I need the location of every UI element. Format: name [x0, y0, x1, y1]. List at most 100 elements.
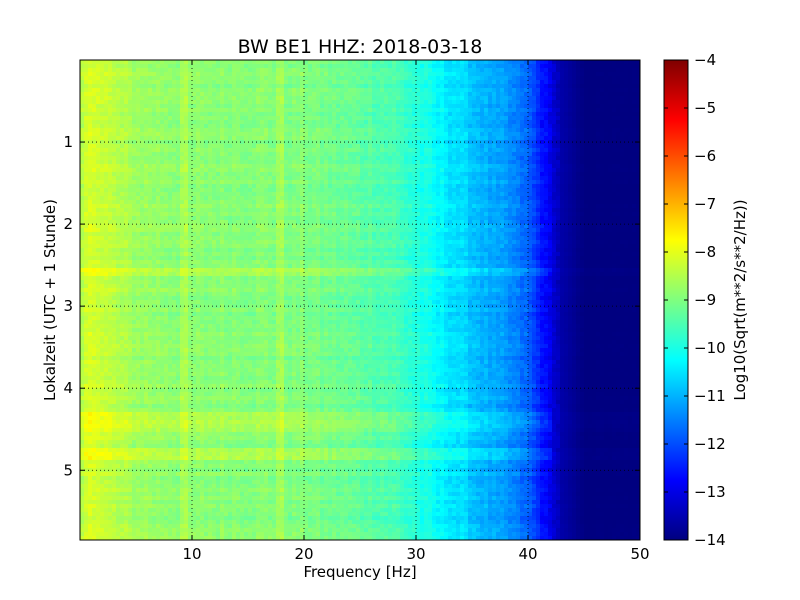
heatmap-cell	[88, 68, 93, 73]
heatmap-cell	[448, 160, 453, 165]
heatmap-cell	[344, 132, 349, 137]
heatmap-cell	[280, 168, 285, 173]
heatmap-cell	[84, 124, 89, 129]
heatmap-cell	[260, 68, 265, 73]
heatmap-cell	[400, 64, 405, 69]
heatmap-cell	[564, 108, 569, 113]
heatmap-cell	[492, 68, 497, 73]
heatmap-cell	[376, 132, 381, 137]
heatmap-cell	[284, 88, 289, 93]
heatmap-cell	[360, 132, 365, 137]
heatmap-cell	[272, 140, 277, 145]
heatmap-cell	[120, 184, 125, 189]
heatmap-cell	[604, 92, 609, 97]
heatmap-cell	[636, 88, 640, 93]
heatmap-cell	[244, 172, 249, 177]
heatmap-cell	[476, 160, 481, 165]
heatmap-cell	[120, 92, 125, 97]
heatmap-cell	[200, 96, 205, 101]
heatmap-cell	[360, 64, 365, 69]
heatmap-cell	[584, 176, 589, 181]
heatmap-cell	[348, 112, 353, 117]
heatmap-cell	[264, 148, 269, 153]
heatmap-cell	[472, 172, 477, 177]
heatmap-cell	[104, 200, 109, 205]
heatmap-cell	[100, 84, 105, 89]
heatmap-cell	[252, 92, 257, 97]
heatmap-cell	[228, 68, 233, 73]
heatmap-cell	[132, 200, 137, 205]
heatmap-cell	[104, 80, 109, 85]
heatmap-cell	[356, 116, 361, 121]
heatmap-cell	[228, 200, 233, 205]
heatmap-cell	[220, 128, 225, 133]
heatmap-cell	[400, 108, 405, 113]
heatmap-cell	[400, 184, 405, 189]
heatmap-cell	[420, 156, 425, 161]
heatmap-cell	[620, 168, 625, 173]
heatmap-cell	[416, 200, 421, 205]
heatmap-cell	[484, 60, 489, 65]
heatmap-cell	[548, 84, 553, 89]
heatmap-cell	[372, 120, 377, 125]
heatmap-cell	[340, 120, 345, 125]
heatmap-cell	[252, 112, 257, 117]
heatmap-cell	[184, 120, 189, 125]
heatmap-cell	[112, 196, 117, 201]
heatmap-cell	[600, 188, 605, 193]
heatmap-cell	[184, 116, 189, 121]
heatmap-cell	[504, 144, 509, 149]
heatmap-cell	[92, 156, 97, 161]
heatmap-cell	[260, 116, 265, 121]
heatmap-cell	[564, 128, 569, 133]
heatmap-cell	[412, 176, 417, 181]
heatmap-cell	[80, 172, 85, 177]
heatmap-cell	[128, 104, 133, 109]
heatmap-cell	[124, 104, 129, 109]
heatmap-cell	[504, 180, 509, 185]
heatmap-cell	[536, 144, 541, 149]
heatmap-cell	[92, 60, 97, 65]
heatmap-cell	[552, 196, 557, 201]
heatmap-cell	[364, 80, 369, 85]
heatmap-cell	[88, 120, 93, 125]
heatmap-cell	[164, 176, 169, 181]
heatmap-cell	[336, 112, 341, 117]
heatmap-cell	[608, 184, 613, 189]
heatmap-cell	[592, 72, 597, 77]
heatmap-cell	[584, 80, 589, 85]
heatmap-cell	[536, 140, 541, 145]
heatmap-cell	[136, 172, 141, 177]
heatmap-cell	[180, 144, 185, 149]
heatmap-cell	[452, 152, 457, 157]
heatmap-cell	[532, 136, 537, 141]
heatmap-cell	[132, 184, 137, 189]
heatmap-cell	[264, 112, 269, 117]
heatmap-cell	[524, 76, 529, 81]
heatmap-cell	[580, 104, 585, 109]
heatmap-cell	[428, 96, 433, 101]
heatmap-cell	[468, 80, 473, 85]
heatmap-cell	[96, 136, 101, 141]
heatmap-cell	[380, 180, 385, 185]
heatmap-cell	[268, 68, 273, 73]
heatmap-cell	[592, 144, 597, 149]
heatmap-cell	[424, 140, 429, 145]
heatmap-cell	[584, 84, 589, 89]
heatmap-cell	[580, 112, 585, 117]
heatmap-cell	[196, 176, 201, 181]
heatmap-cell	[268, 196, 273, 201]
heatmap-cell	[388, 196, 393, 201]
heatmap-cell	[376, 148, 381, 153]
heatmap-cell	[272, 200, 277, 205]
heatmap-cell	[100, 192, 105, 197]
heatmap-cell	[296, 96, 301, 101]
heatmap-cell	[208, 80, 213, 85]
heatmap-cell	[612, 80, 617, 85]
heatmap-cell	[324, 156, 329, 161]
heatmap-cell	[416, 60, 421, 65]
heatmap-cell	[600, 68, 605, 73]
heatmap-cell	[448, 64, 453, 69]
heatmap-cell	[308, 144, 313, 149]
heatmap-cell	[376, 108, 381, 113]
